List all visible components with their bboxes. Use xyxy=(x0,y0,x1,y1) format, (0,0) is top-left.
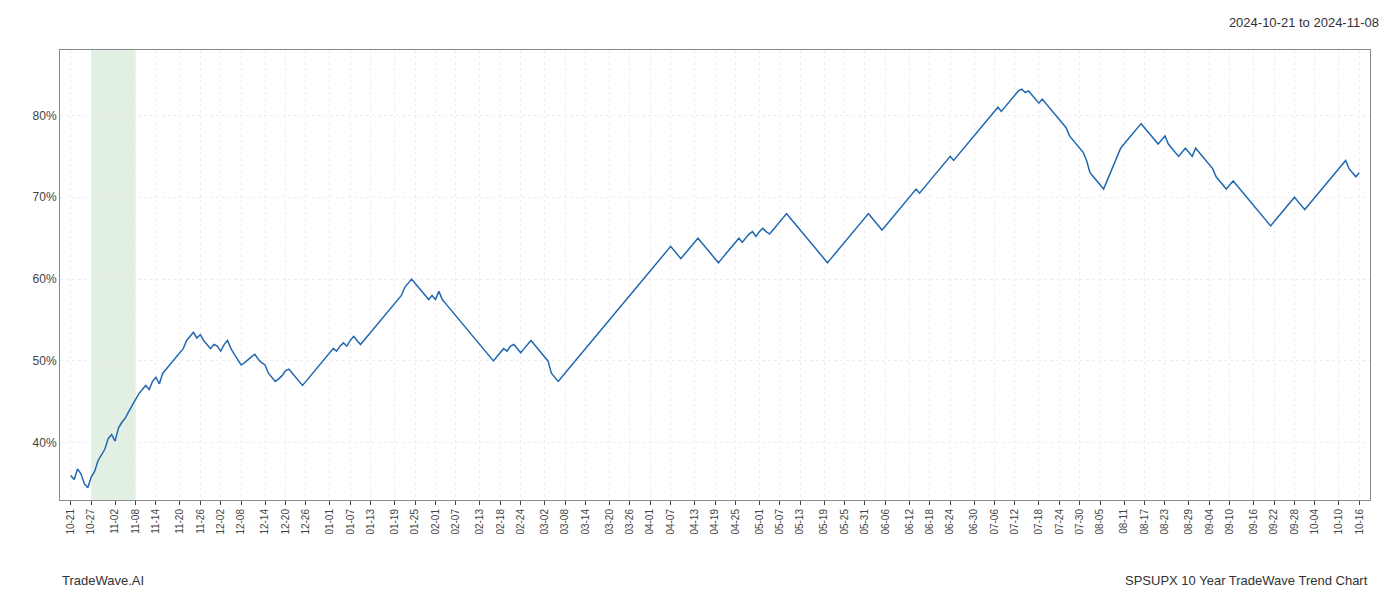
svg-text:09-28: 09-28 xyxy=(1289,509,1300,535)
svg-text:02-13: 02-13 xyxy=(474,509,485,535)
svg-text:12-20: 12-20 xyxy=(280,509,291,535)
svg-text:07-06: 07-06 xyxy=(989,509,1000,535)
svg-text:06-30: 06-30 xyxy=(968,509,979,535)
svg-text:04-13: 04-13 xyxy=(689,509,700,535)
svg-text:09-10: 09-10 xyxy=(1224,509,1235,535)
svg-text:12-08: 12-08 xyxy=(235,509,246,535)
svg-text:08-29: 08-29 xyxy=(1183,509,1194,535)
svg-text:07-12: 07-12 xyxy=(1009,509,1020,535)
svg-text:08-17: 08-17 xyxy=(1139,509,1150,535)
svg-text:02-18: 02-18 xyxy=(495,509,506,535)
svg-text:03-20: 03-20 xyxy=(604,509,615,535)
svg-text:08-05: 08-05 xyxy=(1094,509,1105,535)
svg-text:08-11: 08-11 xyxy=(1118,509,1129,534)
svg-text:60%: 60% xyxy=(33,272,57,286)
svg-text:02-07: 02-07 xyxy=(450,509,461,535)
svg-text:11-20: 11-20 xyxy=(174,509,185,534)
svg-text:04-07: 04-07 xyxy=(665,509,676,535)
svg-text:01-19: 01-19 xyxy=(389,509,400,535)
svg-text:06-24: 06-24 xyxy=(944,509,955,535)
svg-text:12-26: 12-26 xyxy=(300,509,311,535)
svg-text:05-19: 05-19 xyxy=(818,509,829,535)
svg-text:09-22: 09-22 xyxy=(1268,509,1279,535)
svg-text:04-19: 04-19 xyxy=(709,509,720,535)
svg-text:11-26: 11-26 xyxy=(195,509,206,534)
svg-text:06-12: 06-12 xyxy=(904,509,915,535)
svg-text:11-08: 11-08 xyxy=(130,509,141,534)
svg-text:02-24: 02-24 xyxy=(515,509,526,535)
svg-text:01-01: 01-01 xyxy=(324,509,335,535)
svg-text:09-16: 09-16 xyxy=(1248,509,1259,535)
svg-text:06-18: 06-18 xyxy=(924,509,935,535)
svg-text:40%: 40% xyxy=(33,436,57,450)
svg-text:50%: 50% xyxy=(33,354,57,368)
svg-text:09-04: 09-04 xyxy=(1204,509,1215,535)
svg-text:01-25: 01-25 xyxy=(409,509,420,535)
svg-text:12-14: 12-14 xyxy=(259,509,270,535)
svg-text:11-14: 11-14 xyxy=(150,509,161,534)
svg-text:07-30: 07-30 xyxy=(1074,509,1085,535)
svg-text:10-10: 10-10 xyxy=(1333,509,1344,535)
svg-text:03-02: 03-02 xyxy=(539,509,550,535)
svg-text:01-13: 01-13 xyxy=(365,509,376,535)
svg-text:05-07: 05-07 xyxy=(774,509,785,535)
svg-text:10-27: 10-27 xyxy=(85,509,96,535)
svg-text:10-16: 10-16 xyxy=(1354,509,1365,535)
svg-text:2024-10-21 to 2024-11-08: 2024-10-21 to 2024-11-08 xyxy=(1229,15,1379,30)
svg-text:03-14: 03-14 xyxy=(580,509,591,535)
svg-text:80%: 80% xyxy=(33,109,57,123)
svg-text:05-25: 05-25 xyxy=(839,509,850,535)
svg-text:08-23: 08-23 xyxy=(1159,509,1170,535)
svg-text:05-13: 05-13 xyxy=(794,509,805,535)
svg-text:SPSUPX 10 Year TradeWave Trend: SPSUPX 10 Year TradeWave Trend Chart xyxy=(1125,573,1368,588)
svg-text:05-31: 05-31 xyxy=(859,509,870,535)
svg-text:04-01: 04-01 xyxy=(644,509,655,535)
svg-text:10-21: 10-21 xyxy=(65,509,76,535)
svg-text:70%: 70% xyxy=(33,190,57,204)
svg-text:06-06: 06-06 xyxy=(880,509,891,535)
svg-text:10-04: 10-04 xyxy=(1309,509,1320,535)
svg-text:07-18: 07-18 xyxy=(1033,509,1044,535)
svg-text:04-25: 04-25 xyxy=(730,509,741,535)
svg-text:03-26: 03-26 xyxy=(624,509,635,535)
svg-text:05-01: 05-01 xyxy=(754,509,765,535)
svg-text:11-02: 11-02 xyxy=(109,509,120,534)
svg-text:07-24: 07-24 xyxy=(1054,509,1065,535)
svg-text:TradeWave.AI: TradeWave.AI xyxy=(62,573,144,588)
svg-text:01-07: 01-07 xyxy=(345,509,356,535)
svg-text:03-08: 03-08 xyxy=(559,509,570,535)
svg-text:12-02: 12-02 xyxy=(215,509,226,535)
svg-text:02-01: 02-01 xyxy=(430,509,441,535)
